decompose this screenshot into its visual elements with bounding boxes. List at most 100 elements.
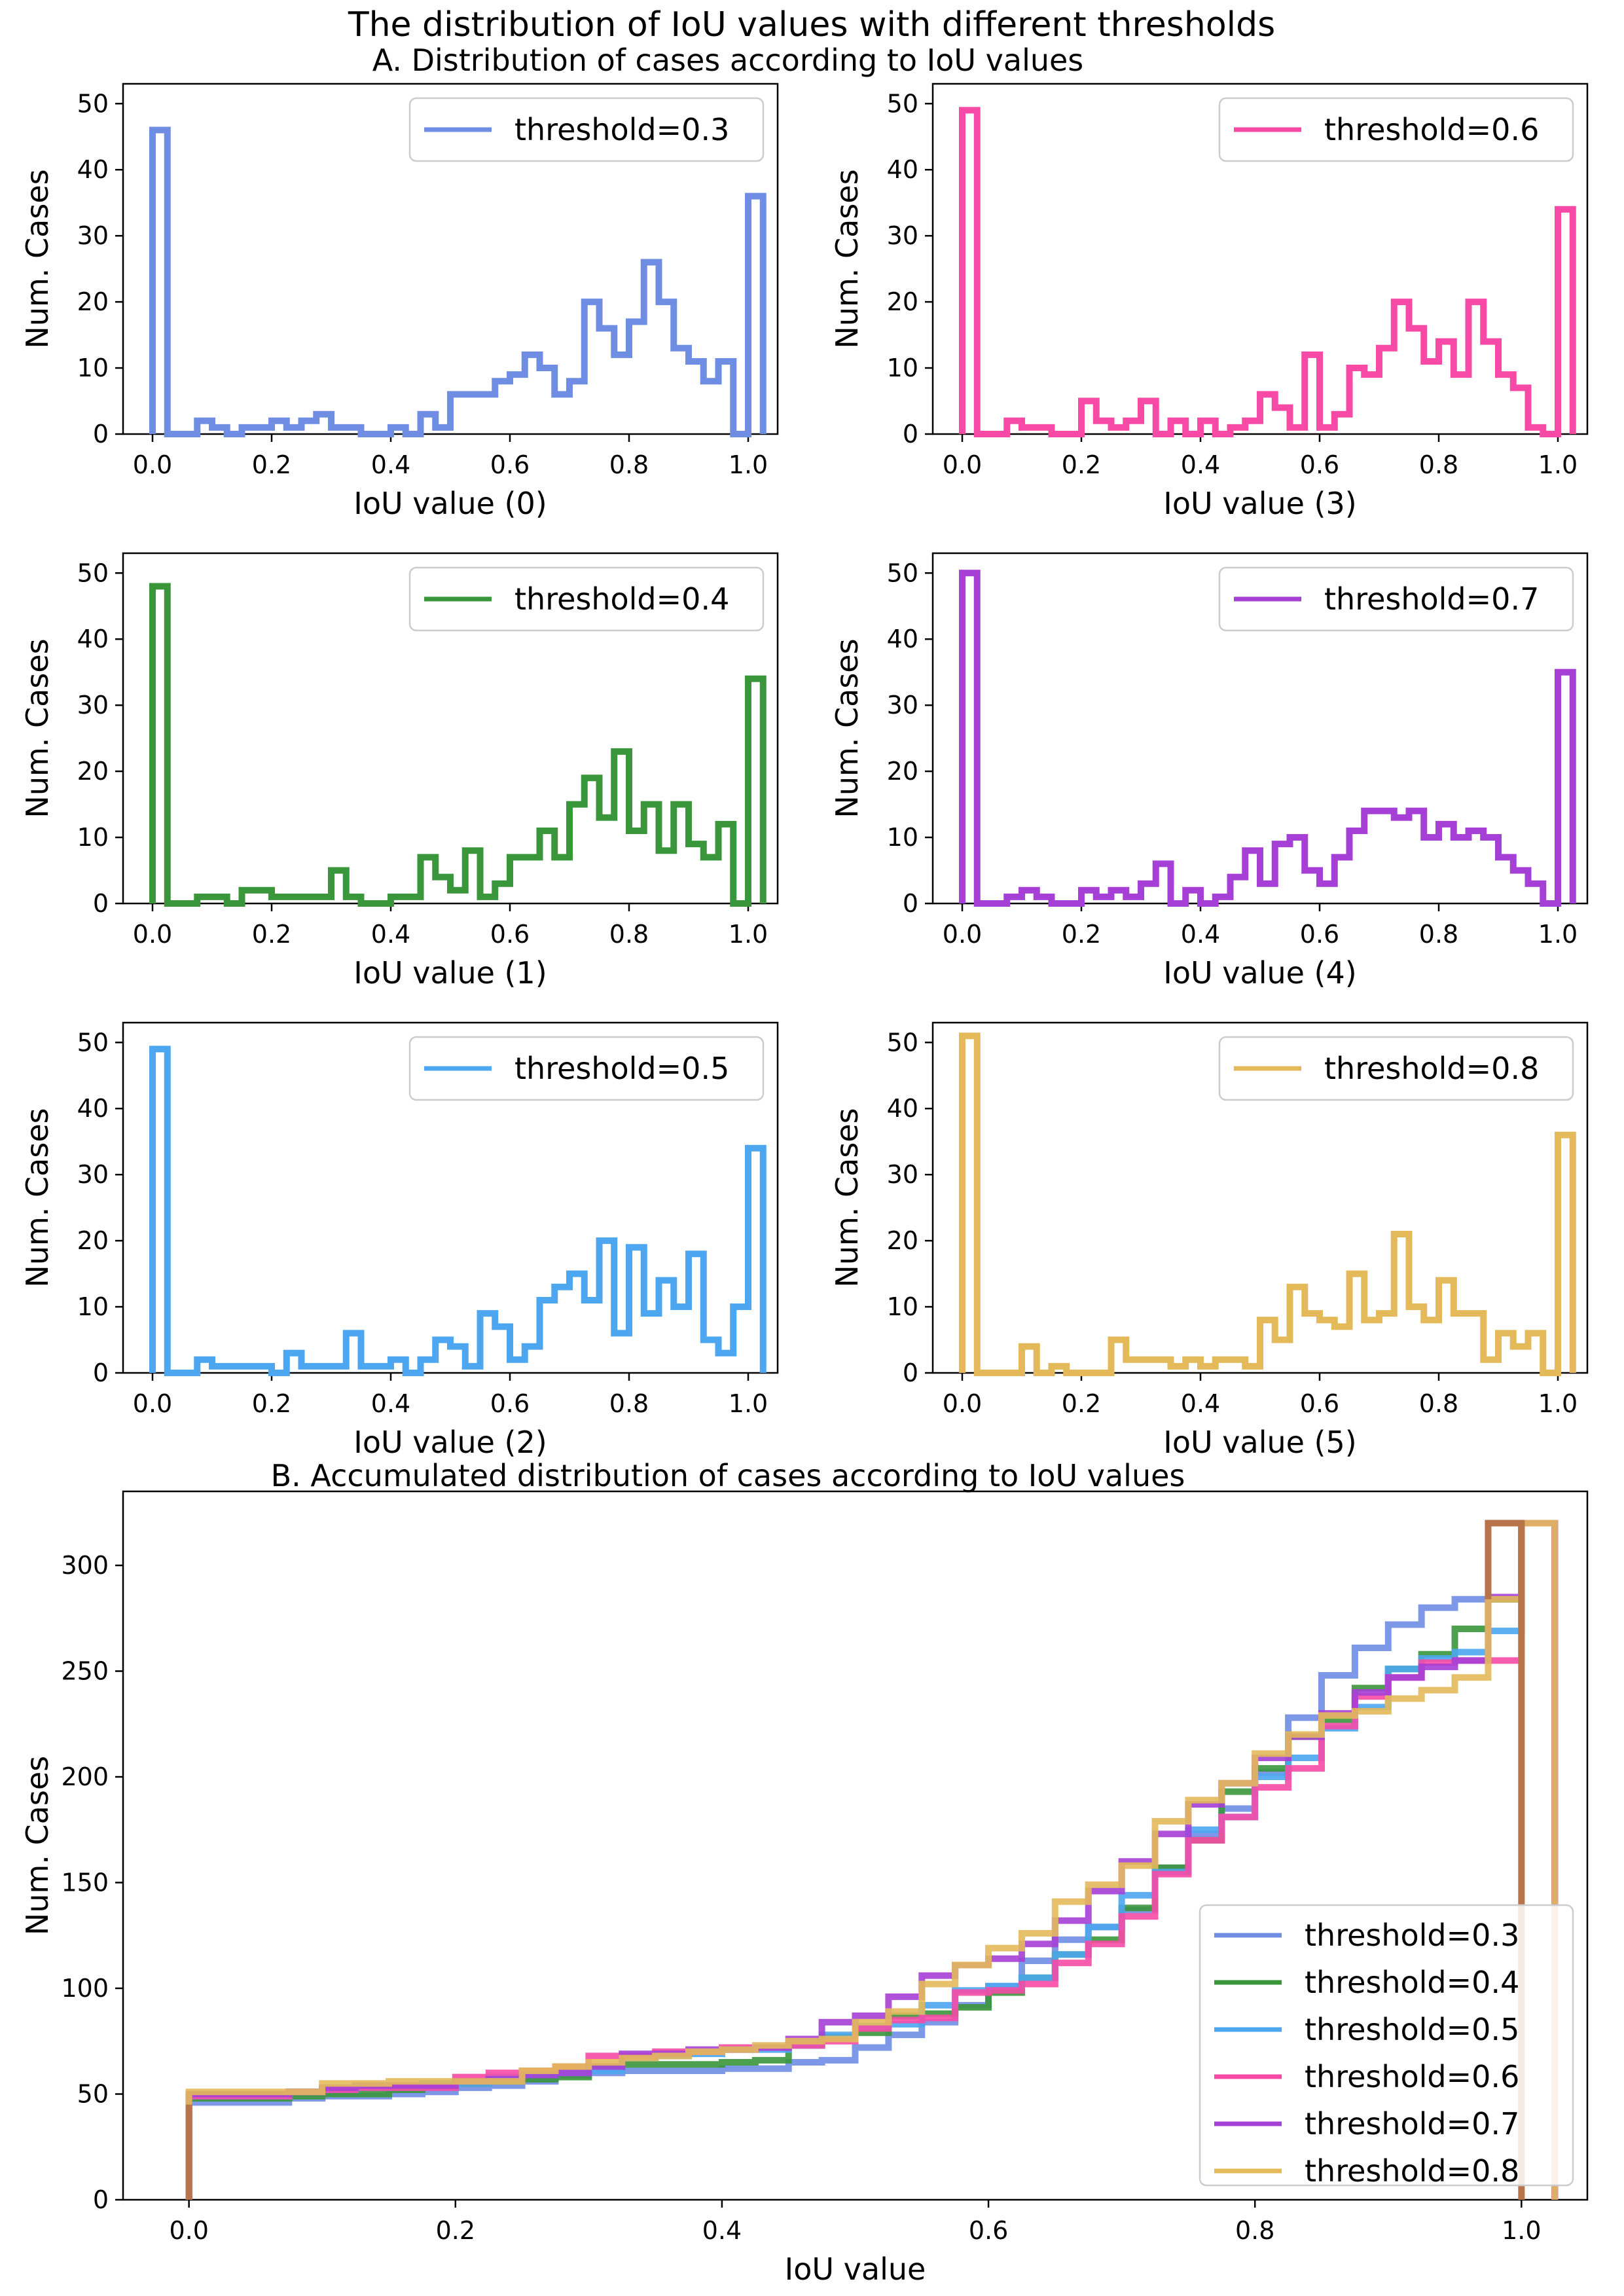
- series-0-step-line: [959, 1032, 1576, 1376]
- y-tick-label: 30: [77, 691, 109, 720]
- x-tick-label: 0.8: [609, 450, 649, 479]
- x-tick-label: 0.8: [1419, 1389, 1458, 1418]
- y-tick-label: 40: [887, 1094, 918, 1123]
- x-tick-label: 0.6: [1300, 1389, 1339, 1418]
- x-axis-label: IoU value (3): [1163, 486, 1356, 521]
- chart-h3: 0 10 20 30 40 50 0.0 0.2 0.4 0.6 0.8 1.0 IoU value (…: [829, 82, 1589, 521]
- y-tick-label: 50: [77, 558, 109, 587]
- y-tick-label: 40: [887, 155, 918, 184]
- x-tick-label: 0.8: [1419, 450, 1458, 479]
- series-0-step-line: [185, 1520, 1559, 2200]
- x-tick-label: 0.2: [252, 1389, 291, 1418]
- x-tick-label: 0.2: [1062, 450, 1101, 479]
- y-tick-label: 100: [61, 1974, 109, 2003]
- x-tick-label: 0.0: [943, 920, 982, 949]
- y-axis-label: Num. Cases: [829, 1108, 865, 1287]
- legend-label: threshold=0.8: [1305, 2153, 1519, 2189]
- x-axis-label: IoU value (4): [1163, 955, 1356, 991]
- x-tick-label: 1.0: [1538, 450, 1578, 479]
- x-tick-label: 0.6: [969, 2216, 1008, 2245]
- legend-label: threshold=0.3: [1305, 1918, 1519, 1953]
- axes-frame: [122, 1021, 779, 1374]
- y-axis-label: Num. Cases: [20, 638, 55, 818]
- chart-acc: 0 50 100 150 200 250 300 0.0 0.2 0.4 0.6 0.8 1.0 IoU …: [20, 1490, 1589, 2287]
- chart-h0: 0 10 20 30 40 50 0.0 0.2 0.4 0.6 0.8 1.0 IoU value (…: [20, 82, 779, 521]
- y-axis-label: Num. Cases: [20, 1108, 55, 1287]
- x-tick-label: 0.4: [1181, 450, 1220, 479]
- y-tick-label: 20: [887, 287, 918, 316]
- x-axis-label: IoU value (2): [353, 1425, 547, 1460]
- x-tick-label: 0.2: [1062, 920, 1101, 949]
- x-tick-label: 0.4: [371, 920, 410, 949]
- x-tick-label: 0.8: [1235, 2216, 1274, 2245]
- y-tick-label: 50: [77, 1028, 109, 1057]
- y-tick-label: 40: [77, 625, 109, 653]
- chart-h5: 0 10 20 30 40 50 0.0 0.2 0.4 0.6 0.8 1.0 IoU value (…: [829, 1021, 1589, 1460]
- x-tick-label: 0.4: [371, 450, 410, 479]
- x-tick-label: 1.0: [1538, 1389, 1578, 1418]
- x-axis-label: IoU value (5): [1163, 1425, 1356, 1460]
- series-0-step-line: [149, 1046, 767, 1376]
- y-tick-label: 10: [887, 354, 918, 382]
- axes-frame: [931, 82, 1589, 435]
- x-tick-label: 0.4: [371, 1389, 410, 1418]
- x-tick-label: 0.6: [1300, 450, 1339, 479]
- y-tick-label: 20: [77, 1226, 109, 1255]
- y-tick-label: 300: [61, 1551, 109, 1580]
- y-tick-label: 40: [77, 1094, 109, 1123]
- x-tick-label: 0.0: [133, 1389, 172, 1418]
- y-tick-label: 10: [77, 823, 109, 852]
- x-axis-label: IoU value (0): [353, 486, 547, 521]
- y-tick-label: 0: [903, 420, 918, 448]
- y-tick-label: 20: [77, 757, 109, 786]
- y-tick-label: 40: [77, 155, 109, 184]
- legend-label: threshold=0.6: [1324, 112, 1539, 147]
- legend-box: [408, 1036, 765, 1101]
- y-tick-label: 10: [887, 823, 918, 852]
- legend-box: [408, 566, 765, 632]
- y-tick-label: 150: [61, 1868, 109, 1897]
- y-tick-label: 10: [77, 1292, 109, 1321]
- y-axis-label: Num. Cases: [20, 169, 55, 348]
- chart-h1: 0 10 20 30 40 50 0.0 0.2 0.4 0.6 0.8 1.0 IoU value (…: [20, 552, 779, 991]
- y-tick-label: 200: [61, 1762, 109, 1791]
- x-tick-label: 0.0: [133, 450, 172, 479]
- series-0-step-line: [959, 107, 1576, 437]
- x-tick-label: 0.0: [169, 2216, 208, 2245]
- chart-h4: 0 10 20 30 40 50 0.0 0.2 0.4 0.6 0.8 1.0 IoU value (…: [829, 552, 1589, 991]
- y-tick-label: 30: [887, 1160, 918, 1189]
- x-tick-label: 0.0: [133, 920, 172, 949]
- section-a-title: A. Distribution of cases according to Io…: [372, 43, 1084, 78]
- x-axis-label: IoU value: [785, 2251, 926, 2287]
- x-axis-label: IoU value (1): [353, 955, 547, 991]
- y-tick-label: 0: [93, 2185, 109, 2214]
- legend-label: threshold=0.5: [514, 1051, 729, 1086]
- y-tick-label: 50: [77, 89, 109, 118]
- y-tick-label: 0: [93, 1358, 109, 1387]
- legend-label: threshold=0.5: [1305, 2012, 1519, 2047]
- axes-frame: [931, 552, 1589, 905]
- y-tick-label: 50: [887, 1028, 918, 1057]
- x-tick-label: 0.6: [1300, 920, 1339, 949]
- x-tick-label: 0.2: [252, 920, 291, 949]
- y-axis-label: Num. Cases: [829, 638, 865, 818]
- legend-label: threshold=0.4: [514, 581, 729, 617]
- y-tick-label: 20: [77, 287, 109, 316]
- x-tick-label: 0.6: [490, 1389, 530, 1418]
- legend-label: threshold=0.7: [1324, 581, 1539, 617]
- x-tick-label: 0.6: [490, 920, 530, 949]
- y-tick-label: 50: [887, 558, 918, 587]
- figure-title: The distribution of IoU values with diff…: [348, 5, 1275, 45]
- series-0-step-line: [959, 570, 1576, 907]
- legend-box: [1199, 1904, 1574, 2187]
- y-tick-label: 0: [93, 420, 109, 448]
- series-0-step-line: [149, 126, 767, 437]
- y-tick-label: 0: [903, 1358, 918, 1387]
- y-tick-label: 20: [887, 757, 918, 786]
- x-tick-label: 0.0: [943, 450, 982, 479]
- y-tick-label: 50: [77, 2080, 109, 2109]
- y-axis-label: Num. Cases: [829, 169, 865, 348]
- x-tick-label: 1.0: [1502, 2216, 1541, 2245]
- x-tick-label: 0.0: [943, 1389, 982, 1418]
